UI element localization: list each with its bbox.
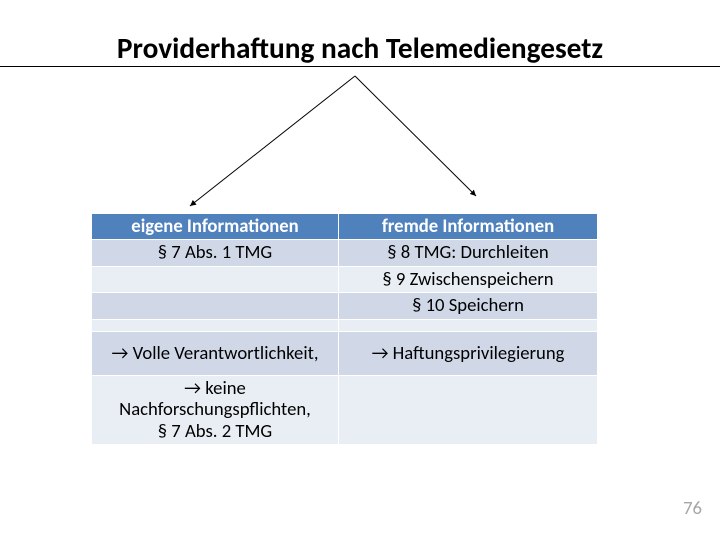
table-row: → keineNachforschungspflichten,§ 7 Abs. … bbox=[92, 375, 598, 444]
table-row: → Volle Verantwortlichkeit, → Haftungspr… bbox=[92, 331, 598, 375]
cell bbox=[92, 266, 339, 292]
table-row: § 10 Speichern bbox=[92, 293, 598, 319]
cell: → Volle Verantwortlichkeit, bbox=[92, 331, 339, 375]
table-row: § 7 Abs. 1 TMG § 8 TMG: Durchleiten bbox=[92, 240, 598, 266]
header-left: eigene Informationen bbox=[92, 214, 339, 240]
cell: § 8 TMG: Durchleiten bbox=[339, 240, 598, 266]
cell bbox=[92, 319, 339, 331]
cell: → keineNachforschungspflichten,§ 7 Abs. … bbox=[92, 375, 339, 444]
branch-left bbox=[190, 76, 355, 206]
table-row: § 9 Zwischenspeichern bbox=[92, 266, 598, 292]
table-header-row: eigene Informationen fremde Informatione… bbox=[92, 214, 598, 240]
comparison-table-wrap: eigene Informationen fremde Informatione… bbox=[91, 213, 597, 445]
cell: § 7 Abs. 1 TMG bbox=[92, 240, 339, 266]
branch-right bbox=[355, 76, 476, 196]
cell bbox=[92, 293, 339, 319]
page-number: 76 bbox=[683, 497, 702, 520]
cell bbox=[339, 319, 598, 331]
cell: § 10 Speichern bbox=[339, 293, 598, 319]
cell: § 9 Zwischenspeichern bbox=[339, 266, 598, 292]
cell: → Haftungsprivilegierung bbox=[339, 331, 598, 375]
table-row bbox=[92, 319, 598, 331]
cell bbox=[339, 375, 598, 444]
comparison-table: eigene Informationen fremde Informatione… bbox=[91, 213, 598, 445]
header-right: fremde Informationen bbox=[339, 214, 598, 240]
